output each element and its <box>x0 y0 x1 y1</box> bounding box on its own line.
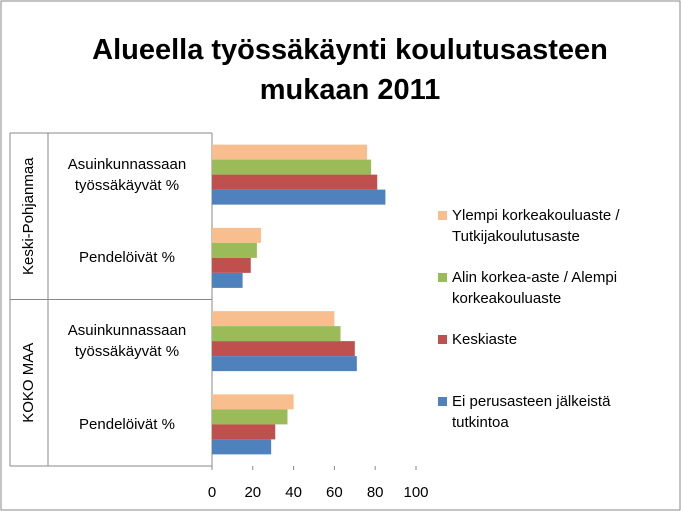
chart-title: Alueella työssäkäynti koulutusasteen muk… <box>92 34 608 106</box>
bar <box>212 424 276 440</box>
legend-label: Alin korkea-aste / Alempi korkeakouluast… <box>452 269 618 307</box>
x-tick-label: 80 <box>367 484 384 501</box>
category-label: Pendelöivät % <box>79 249 175 267</box>
legend-swatch <box>438 211 447 220</box>
x-tick-label: 40 <box>285 484 302 501</box>
bar <box>212 326 341 342</box>
bar <box>212 144 368 160</box>
bar <box>212 159 372 175</box>
bar <box>212 409 288 425</box>
category-label: Asuinkunnassaan työssäkäyvät % <box>67 155 187 194</box>
legend-swatch <box>438 335 447 344</box>
legend-label: Keskiaste <box>452 331 518 348</box>
x-tick-label: 100 <box>403 484 428 501</box>
category-label: Pendelöivät % <box>79 415 175 433</box>
legend-swatch <box>438 273 447 282</box>
bar <box>212 341 355 357</box>
bar <box>212 439 272 455</box>
bar <box>212 242 257 258</box>
bar <box>212 189 386 205</box>
x-tick-label: 20 <box>244 484 261 501</box>
bar <box>212 227 261 243</box>
bar <box>212 394 294 410</box>
bar <box>212 356 357 372</box>
legend-label: Ei perusasteen jälkeistä tutkintoa <box>452 393 611 431</box>
category-label: Asuinkunnassaan työssäkäyvät % <box>67 322 187 361</box>
x-tick-label: 60 <box>326 484 343 501</box>
bar <box>212 174 378 190</box>
x-tick-label: 0 <box>208 484 216 501</box>
bar <box>212 257 251 273</box>
group-label: Keski-Pohjanmaa <box>20 157 37 275</box>
legend-swatch <box>438 397 447 406</box>
bar <box>212 311 335 327</box>
bar <box>212 272 243 288</box>
group-label: KOKO MAA <box>20 343 37 423</box>
legend-label: Ylempi korkeakouluaste / Tutkijakoulutus… <box>452 207 620 245</box>
